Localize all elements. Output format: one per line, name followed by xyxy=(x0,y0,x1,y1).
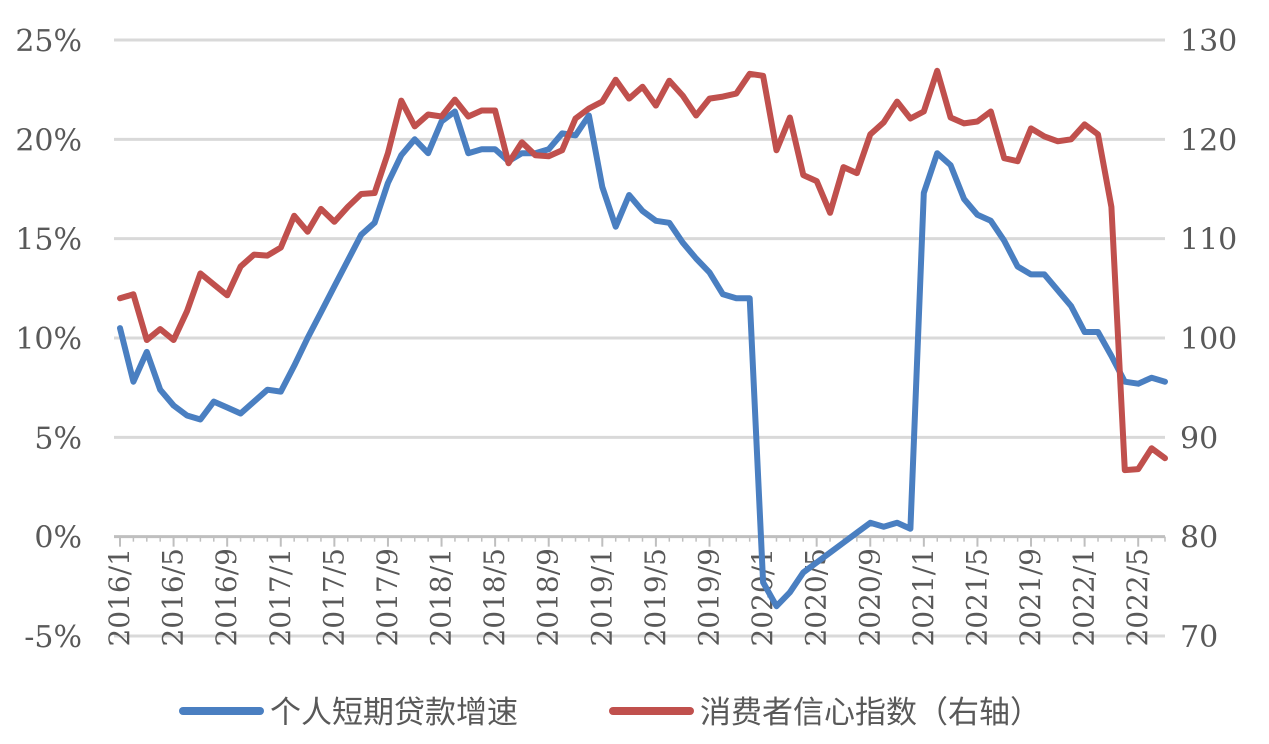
x-tick-label: 2019/1 xyxy=(585,548,618,647)
right-tick-label: 90 xyxy=(1180,421,1218,456)
x-axis: 2016/1 2016/5 2016/9 2017/1 2017/5 2017/9 2018… xyxy=(103,536,1166,647)
right-axis: 70 80 90 100 110 120 130 xyxy=(1180,24,1237,655)
x-tick-label: 2016/1 xyxy=(103,548,136,647)
x-tick-label: 2021/1 xyxy=(907,548,940,647)
gridlines xyxy=(114,38,1165,638)
x-tick-label: 2019/9 xyxy=(692,548,725,647)
legend: 个人短期贷款增速 消费者信心指数（右轴） xyxy=(179,695,1041,731)
x-tick-label: 2018/9 xyxy=(532,548,565,647)
x-tick-label: 2016/9 xyxy=(210,548,243,647)
series-line-2 xyxy=(117,67,1168,474)
legend-label-series-1: 个人短期贷款增速 xyxy=(270,695,518,731)
x-tick-label: 2017/5 xyxy=(317,548,350,647)
right-tick-label: 70 xyxy=(1180,620,1218,655)
legend-label-series-2: 消费者信心指数（右轴） xyxy=(700,695,1041,731)
x-tick-label: 2018/1 xyxy=(425,548,458,647)
right-tick-label: 110 xyxy=(1180,223,1237,258)
x-tick-label: 2017/9 xyxy=(371,548,404,647)
left-tick-label: 10% xyxy=(15,322,82,357)
right-tick-label: 130 xyxy=(1180,24,1237,59)
left-tick-label: 20% xyxy=(15,123,82,158)
x-tick-label: 2016/5 xyxy=(157,548,190,647)
x-tick-label: 2019/5 xyxy=(639,548,672,647)
right-tick-label: 120 xyxy=(1180,123,1237,158)
x-tick-label: 2021/9 xyxy=(1014,548,1047,647)
x-tick-label: 2017/1 xyxy=(264,548,297,647)
series-line-1 xyxy=(117,108,1168,610)
x-tick-label: 2020/9 xyxy=(853,548,886,647)
left-tick-label: 25% xyxy=(15,24,82,59)
x-tick-label: 2021/5 xyxy=(960,548,993,647)
left-tick-label: 0% xyxy=(34,521,82,556)
left-tick-label: 15% xyxy=(15,223,82,258)
x-tick-label: 2022/1 xyxy=(1068,548,1101,647)
right-tick-label: 80 xyxy=(1180,521,1218,556)
left-tick-label: 5% xyxy=(34,421,82,456)
x-tick-label: 2018/5 xyxy=(478,548,511,647)
series-lines xyxy=(117,67,1168,610)
x-tick-label: 2022/5 xyxy=(1121,548,1154,647)
left-tick-label: -5% xyxy=(24,620,82,655)
left-axis: -5% 0% 5% 10% 15% 20% 25% xyxy=(15,24,82,655)
right-tick-label: 100 xyxy=(1180,322,1237,357)
